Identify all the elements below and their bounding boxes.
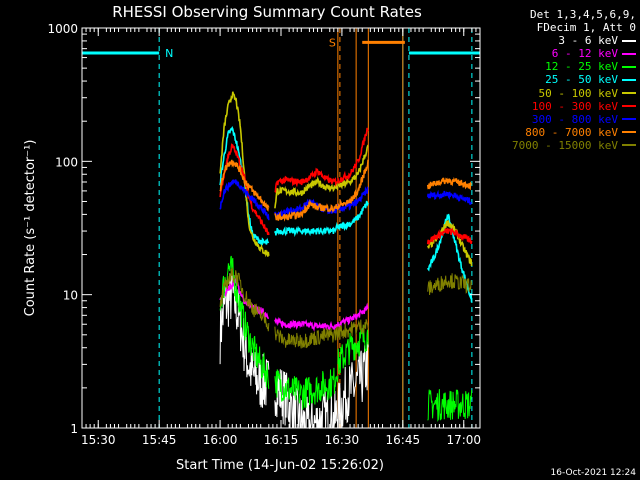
series-5-segment-3: [426, 227, 473, 246]
series-5-segment-0: [219, 143, 270, 236]
y-tick-label-2: 100: [55, 155, 78, 169]
legend-entry-6: 300 - 800 keV: [488, 113, 636, 126]
series-2: [219, 255, 473, 422]
legend-header-line-1: Det 1,3,4,5,6,9,: [530, 8, 636, 21]
series-4-segment-0: [219, 91, 270, 258]
legend-entry-8: 7000 - 15000 keV: [488, 139, 636, 152]
series-2-segment-1: [274, 367, 339, 410]
x-tick-label-5: 16:45: [386, 433, 421, 447]
x-axis-label: Start Time (14-Jun-02 15:26:02): [176, 458, 384, 473]
legend-label-0: 3 - 6 keV: [558, 34, 618, 48]
legend-swatch-6: [622, 118, 636, 121]
series-6-segment-3: [426, 189, 473, 206]
y-tick-label-0: 1: [70, 422, 78, 436]
series-6-segment-2: [337, 186, 369, 213]
legend-label-6: 300 - 800 keV: [531, 112, 618, 126]
legend: Det 1,3,4,5,6,9, FDecim 1, Att 0 3 - 6 k…: [488, 8, 636, 152]
series-1-segment-2: [337, 302, 369, 329]
legend-entry-3: 25 - 50 keV: [488, 73, 636, 86]
legend-label-7: 800 - 7000 keV: [525, 125, 618, 139]
legend-label-4: 50 - 100 keV: [538, 86, 618, 100]
legend-label-1: 6 - 12 keV: [551, 47, 618, 61]
series-3-segment-3: [426, 213, 473, 303]
series-7: [219, 159, 472, 222]
series-3-segment-2: [337, 200, 369, 232]
series-0: [219, 270, 369, 430]
series-1-segment-1: [274, 316, 339, 332]
x-tick-label-3: 16:15: [264, 433, 299, 447]
series-2-segment-0: [219, 255, 270, 389]
legend-label-5: 100 - 300 keV: [531, 99, 618, 113]
legend-swatch-8: [622, 144, 636, 147]
x-tick-label-6: 17:00: [446, 433, 481, 447]
series-8-segment-1: [274, 326, 339, 349]
saa-label: S: [329, 36, 336, 49]
night-markers: N: [82, 28, 480, 428]
legend-swatch-1: [622, 52, 636, 55]
legend-entry-7: 800 - 7000 keV: [488, 126, 636, 139]
legend-entry-1: 6 - 12 keV: [488, 47, 636, 60]
series-2-segment-2: [337, 325, 369, 375]
legend-label-2: 12 - 25 keV: [545, 60, 618, 74]
series-group: [219, 91, 473, 430]
y-axis-label: Count Rate (s⁻¹ detector⁻¹): [23, 140, 38, 317]
legend-swatch-3: [622, 79, 636, 82]
series-7-segment-2: [337, 159, 369, 209]
saa-markers: S: [329, 28, 405, 428]
legend-entry-0: 3 - 6 keV: [488, 34, 636, 47]
legend-header-line-2: FDecim 1, Att 0: [536, 21, 636, 35]
series-6-segment-0: [219, 178, 270, 221]
night-label: N: [165, 47, 173, 60]
series-0-segment-1: [274, 369, 339, 430]
series-2-segment-3: [427, 389, 473, 422]
legend-label-3: 25 - 50 keV: [545, 73, 618, 87]
x-tick-label-2: 16:00: [203, 433, 238, 447]
series-8-segment-3: [427, 273, 473, 296]
series-4: [219, 91, 473, 267]
legend-swatch-4: [622, 92, 636, 95]
series-5-segment-2: [337, 127, 369, 185]
series-7-segment-3: [426, 176, 472, 191]
y-tick-label-1: 10: [63, 289, 78, 303]
legend-entry-2: 12 - 25 keV: [488, 60, 636, 73]
legend-swatch-7: [622, 131, 636, 134]
legend-entry-4: 50 - 100 keV: [488, 87, 636, 100]
series-8-segment-0: [219, 267, 270, 332]
series-3-segment-1: [274, 221, 339, 238]
legend-swatch-2: [622, 65, 636, 68]
legend-swatch-0: [622, 39, 636, 42]
x-tick-label-4: 16:30: [325, 433, 360, 447]
chart-title: RHESSI Observing Summary Count Rates: [112, 3, 422, 21]
x-tick-label-0: 15:30: [81, 433, 116, 447]
legend-entry-5: 100 - 300 keV: [488, 100, 636, 113]
series-0-segment-0: [219, 270, 270, 408]
series-7-segment-1: [274, 199, 339, 222]
y-tick-label-3: 1000: [47, 22, 78, 36]
plot-frame: [81, 27, 481, 429]
x-tick-label-1: 15:45: [142, 433, 177, 447]
legend-label-8: 7000 - 15000 keV: [512, 138, 618, 152]
series-8: [219, 267, 473, 349]
timestamp: 16-Oct-2021 12:24: [550, 468, 636, 478]
legend-entries: 3 - 6 keV 6 - 12 keV 12 - 25 keV 25 - 50 ke…: [488, 34, 636, 152]
series-5-segment-1: [274, 167, 339, 193]
legend-swatch-5: [622, 105, 636, 108]
series-0-segment-2: [337, 341, 369, 429]
series-4-segment-2: [337, 144, 369, 190]
axes: 15:30 15:45 16:00 16:15 16:30 16:45 17:00 1 10 10…: [47, 22, 481, 447]
series-5: [219, 127, 473, 246]
series-4-segment-1: [274, 175, 339, 209]
series-8-segment-2: [337, 319, 369, 340]
series-7-segment-0: [219, 159, 270, 212]
